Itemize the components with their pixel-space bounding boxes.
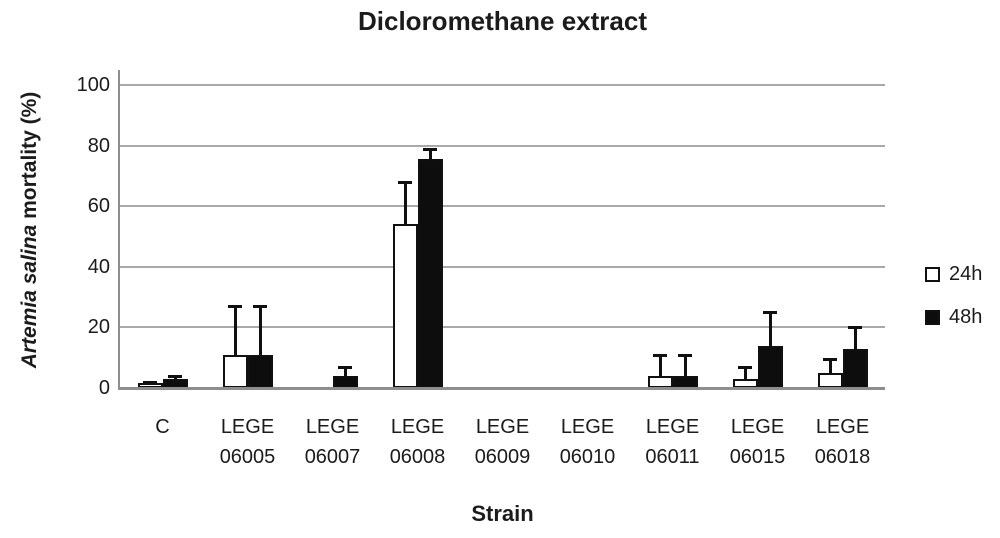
x-category-label-line: 06011 <box>645 446 700 468</box>
error-bar-line <box>658 354 662 376</box>
legend-label-48h: 48h <box>949 306 983 328</box>
x-category-label-line: C <box>155 416 170 438</box>
x-category-label-line: 06018 <box>814 446 871 468</box>
y-tick-label: 0 <box>98 377 110 399</box>
x-category-label-line: 06007 <box>304 446 361 468</box>
gridline <box>120 265 885 268</box>
error-bar-line <box>403 181 407 225</box>
x-category-label: LEGE 06011 <box>625 412 720 472</box>
x-category-label: LEGE 06007 <box>285 412 380 472</box>
y-axis-label: Artemia salina mortality (%) <box>18 92 42 369</box>
error-bar-cap <box>848 326 862 330</box>
bar-24h-lege-06008 <box>392 224 418 388</box>
error-bar-cap <box>678 353 692 357</box>
gridline <box>120 144 885 147</box>
error-bar-line <box>428 148 432 160</box>
y-tick-label: 60 <box>87 195 110 218</box>
bar-48h-lege-06015 <box>757 345 783 388</box>
error-bar-cap <box>168 374 182 378</box>
x-category-label-line: 06005 <box>219 446 276 468</box>
error-bar-cap <box>823 358 837 362</box>
bar-48h-lege-06005 <box>247 354 273 388</box>
x-category-label-line: 06008 <box>389 446 446 468</box>
x-axis-label: Strain <box>471 501 534 526</box>
bar-24h-lege-06018 <box>817 372 843 388</box>
bar-48h-lege-06007 <box>332 375 358 388</box>
x-category-label: LEGE 06008 <box>370 412 465 472</box>
legend-swatch-48h-icon <box>925 310 940 325</box>
x-category-label: LEGE 06015 <box>710 412 805 472</box>
x-category-label: LEGE 06005 <box>200 412 295 472</box>
y-tick-label: 100 <box>76 74 110 96</box>
x-category-label-line: 06010 <box>559 446 616 468</box>
bar-24h-lege-06005 <box>222 354 248 388</box>
y-tick-label: 20 <box>87 316 110 339</box>
x-category-label-line: LEGE <box>815 416 870 438</box>
legend-label-24h: 24h <box>949 263 983 285</box>
x-category-label-line: LEGE <box>560 416 615 438</box>
y-tick-label: 40 <box>87 255 110 278</box>
error-bar-cap <box>253 305 267 309</box>
y-axis-label-italic-part: Artemia salina <box>18 224 41 369</box>
error-bar-cap <box>738 365 752 369</box>
error-bar-cap <box>143 380 157 384</box>
legend-item-48h: 48h <box>925 306 982 329</box>
error-bar-line <box>853 327 857 349</box>
error-bar-cap <box>338 365 352 369</box>
error-bar-cap <box>763 311 777 315</box>
error-bar-line <box>258 306 262 355</box>
x-category-label-line: LEGE <box>220 416 275 438</box>
x-category-label: LEGE 06009 <box>455 412 550 472</box>
x-category-label: LEGE 06010 <box>540 412 635 472</box>
legend: 24h 48h <box>925 263 982 349</box>
x-category-label-line: LEGE <box>475 416 530 438</box>
error-bar-line <box>683 354 687 376</box>
error-bar-line <box>743 366 747 379</box>
x-category-label-line: LEGE <box>645 416 700 438</box>
error-bar-cap <box>653 353 667 357</box>
x-axis-line <box>120 387 885 390</box>
gridline <box>120 326 885 329</box>
gridline <box>120 84 885 86</box>
x-category-label: LEGE 06018 <box>795 412 890 472</box>
x-category-label-line: 06009 <box>474 446 531 468</box>
y-axis-label-rest-part: mortality (%) <box>18 91 41 219</box>
legend-swatch-24h-icon <box>925 267 940 282</box>
error-bar-line <box>343 366 347 376</box>
x-category-label-line: LEGE <box>730 416 785 438</box>
y-axis-line <box>118 70 120 390</box>
bar-48h-lege-06018 <box>842 348 868 388</box>
legend-item-24h: 24h <box>925 263 982 286</box>
bar-24h-lege-06015 <box>732 378 758 388</box>
x-category-label-line: LEGE <box>390 416 445 438</box>
gridline <box>120 205 885 208</box>
error-bar-line <box>233 306 237 355</box>
x-category-label-line: LEGE <box>305 416 360 438</box>
bar-48h-lege-06011 <box>672 375 698 388</box>
error-bar-line <box>828 359 832 373</box>
bar-48h-c <box>162 378 188 388</box>
error-bar-cap <box>398 180 412 184</box>
error-bar-cap <box>228 305 242 309</box>
error-bar-line <box>768 312 772 346</box>
error-bar-cap <box>423 147 437 151</box>
x-category-label: C <box>115 412 210 442</box>
bar-24h-lege-06011 <box>647 375 673 388</box>
bar-48h-lege-06008 <box>417 159 443 388</box>
y-tick-label: 80 <box>87 134 110 157</box>
chart-title: Dicloromethane extract <box>358 6 647 36</box>
x-category-label-line: 06015 <box>729 446 786 468</box>
